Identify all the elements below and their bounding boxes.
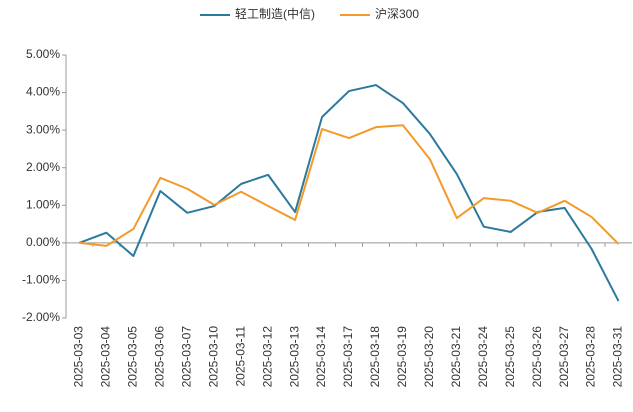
x-tick-label: 2025-03-18	[368, 326, 382, 388]
y-tick-label: -1.00%	[22, 273, 60, 287]
y-tick-label: 1.00%	[26, 197, 60, 211]
legend-label: 轻工制造(中信)	[235, 6, 315, 21]
x-tick-label: 2025-03-31	[611, 326, 625, 388]
x-tick-label: 2025-03-24	[476, 326, 490, 388]
legend-label: 沪深300	[375, 7, 419, 21]
x-tick-label: 2025-03-25	[503, 326, 517, 388]
y-tick-label: 3.00%	[26, 122, 60, 136]
x-tick-label: 2025-03-27	[557, 326, 571, 388]
x-tick-label: 2025-03-20	[422, 326, 436, 388]
series-line	[79, 124, 620, 247]
y-tick-label: 0.00%	[26, 235, 60, 249]
x-tick-label: 2025-03-03	[72, 326, 86, 388]
y-tick-label: 2.00%	[26, 160, 60, 174]
x-tick-label: 2025-03-11	[233, 326, 247, 387]
x-tick-label: 2025-03-19	[395, 326, 409, 388]
x-tick-label: 2025-03-07	[179, 326, 193, 388]
x-tick-label: 2025-03-17	[341, 326, 355, 388]
x-tick-label: 2025-03-04	[99, 326, 113, 388]
y-tick-label: 4.00%	[26, 85, 60, 99]
x-tick-label: 2025-03-13	[287, 326, 301, 388]
y-tick-label: 5.00%	[26, 47, 60, 61]
x-tick-label: 2025-03-28	[584, 326, 598, 388]
x-tick-label: 2025-03-10	[206, 326, 220, 388]
series-line	[79, 84, 620, 302]
x-tick-label: 2025-03-21	[449, 326, 463, 388]
x-tick-label: 2025-03-05	[126, 326, 140, 388]
y-tick-label: -2.00%	[22, 310, 60, 324]
x-tick-label: 2025-03-26	[530, 326, 544, 388]
x-tick-label: 2025-03-12	[260, 326, 274, 388]
x-tick-label: 2025-03-06	[153, 326, 167, 388]
x-tick-label: 2025-03-14	[314, 326, 328, 388]
